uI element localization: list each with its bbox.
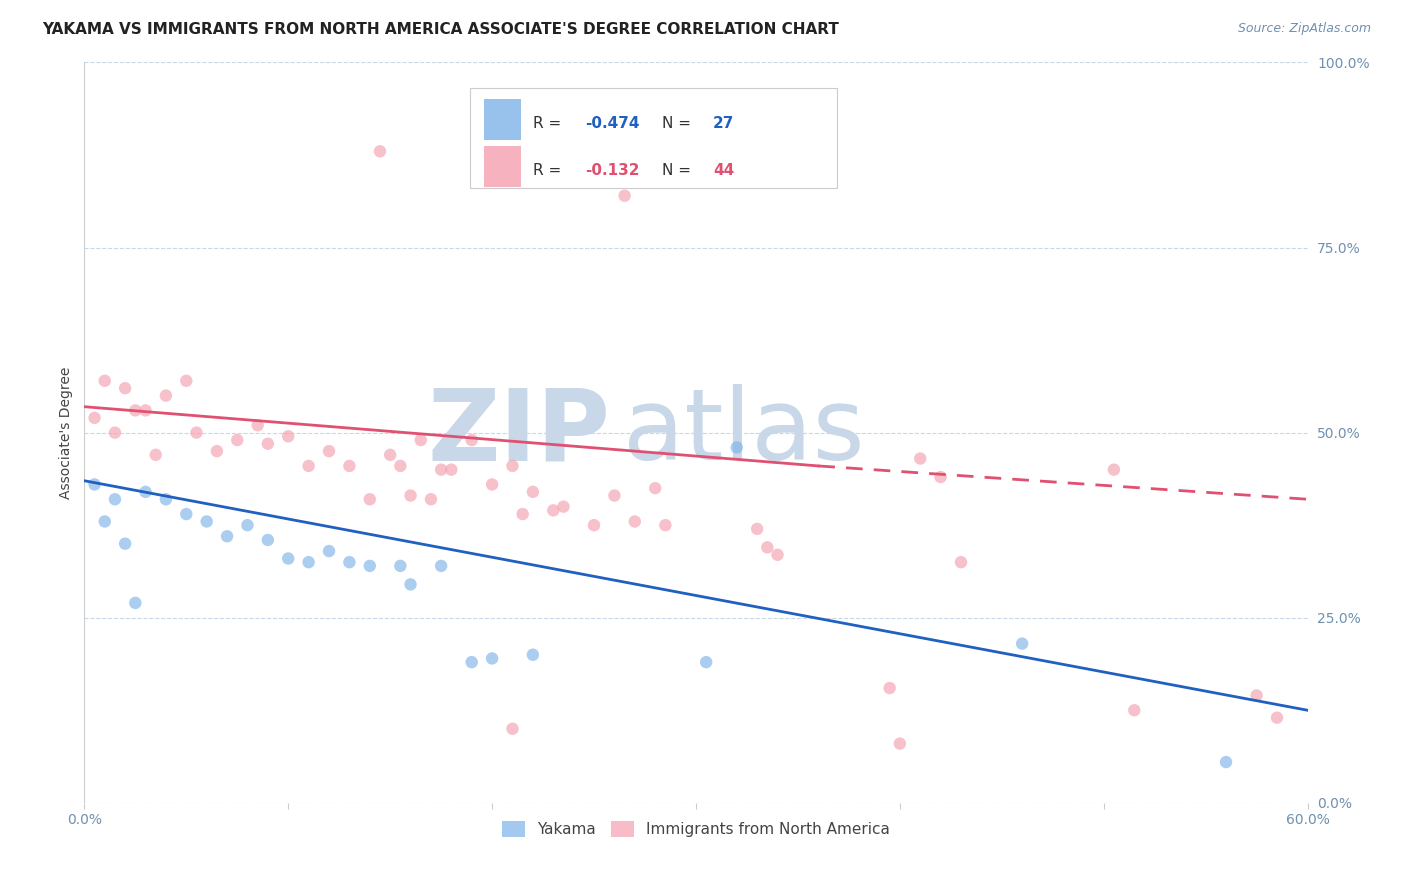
Point	[359, 492, 381, 507]
Point	[409, 433, 432, 447]
Point	[603, 489, 626, 503]
Point	[226, 433, 249, 447]
Point	[135, 403, 157, 417]
Point	[339, 458, 361, 473]
Point	[186, 425, 208, 440]
Point	[93, 515, 115, 529]
Point	[747, 522, 769, 536]
Point	[950, 555, 973, 569]
Text: R =: R =	[533, 116, 567, 131]
Point	[389, 458, 412, 473]
Point	[654, 518, 676, 533]
Text: YAKAMA VS IMMIGRANTS FROM NORTH AMERICA ASSOCIATE'S DEGREE CORRELATION CHART: YAKAMA VS IMMIGRANTS FROM NORTH AMERICA …	[42, 22, 839, 37]
Point	[298, 458, 321, 473]
Point	[83, 410, 105, 425]
Point	[461, 655, 484, 669]
Point	[114, 536, 136, 550]
FancyBboxPatch shape	[484, 146, 522, 186]
Point	[359, 558, 381, 573]
Point	[104, 492, 127, 507]
Point	[124, 596, 146, 610]
Point	[420, 492, 443, 507]
Point	[613, 188, 636, 202]
Point	[910, 451, 932, 466]
Text: Source: ZipAtlas.com: Source: ZipAtlas.com	[1237, 22, 1371, 36]
Point	[1215, 755, 1237, 769]
Point	[695, 655, 717, 669]
FancyBboxPatch shape	[470, 88, 837, 188]
Text: 27: 27	[713, 116, 734, 131]
Point	[1123, 703, 1146, 717]
Point	[389, 558, 412, 573]
Point	[543, 503, 565, 517]
Point	[481, 477, 503, 491]
Point	[430, 558, 453, 573]
Point	[135, 484, 157, 499]
Text: ZIP: ZIP	[427, 384, 610, 481]
Point	[766, 548, 789, 562]
Text: -0.132: -0.132	[585, 163, 640, 178]
Point	[725, 441, 748, 455]
Point	[502, 458, 524, 473]
Point	[246, 418, 269, 433]
Point	[889, 737, 911, 751]
Point	[236, 518, 259, 533]
Point	[879, 681, 901, 695]
Point	[399, 577, 422, 591]
Text: -0.474: -0.474	[585, 116, 640, 131]
Point	[399, 489, 422, 503]
Point	[145, 448, 167, 462]
FancyBboxPatch shape	[484, 99, 522, 140]
Point	[368, 145, 391, 159]
Legend: Yakama, Immigrants from North America: Yakama, Immigrants from North America	[496, 815, 896, 843]
Point	[583, 518, 606, 533]
Text: R =: R =	[533, 163, 567, 178]
Point	[1102, 462, 1125, 476]
Point	[93, 374, 115, 388]
Point	[1265, 711, 1288, 725]
Point	[553, 500, 575, 514]
Y-axis label: Associate's Degree: Associate's Degree	[59, 367, 73, 499]
Point	[1011, 637, 1033, 651]
Point	[277, 429, 299, 443]
Text: 44: 44	[713, 163, 734, 178]
Point	[174, 507, 197, 521]
Point	[339, 555, 361, 569]
Point	[83, 477, 105, 491]
Point	[124, 403, 146, 417]
Point	[644, 481, 666, 495]
Point	[205, 444, 228, 458]
Point	[257, 436, 280, 450]
Point	[257, 533, 280, 547]
Point	[155, 388, 177, 402]
Point	[174, 374, 197, 388]
Point	[195, 515, 218, 529]
Point	[318, 544, 340, 558]
Point	[929, 470, 952, 484]
Point	[756, 541, 779, 555]
Point	[481, 651, 503, 665]
Point	[104, 425, 127, 440]
Point	[1246, 689, 1268, 703]
Point	[522, 648, 544, 662]
Point	[114, 381, 136, 395]
Point	[512, 507, 534, 521]
Point	[430, 462, 453, 476]
Point	[298, 555, 321, 569]
Text: atlas: atlas	[623, 384, 865, 481]
Point	[461, 433, 484, 447]
Point	[440, 462, 463, 476]
Point	[522, 484, 544, 499]
Point	[277, 551, 299, 566]
Point	[624, 515, 647, 529]
Point	[380, 448, 402, 462]
Point	[217, 529, 239, 543]
Point	[318, 444, 340, 458]
Point	[155, 492, 177, 507]
Text: N =: N =	[662, 116, 696, 131]
Text: N =: N =	[662, 163, 696, 178]
Point	[502, 722, 524, 736]
